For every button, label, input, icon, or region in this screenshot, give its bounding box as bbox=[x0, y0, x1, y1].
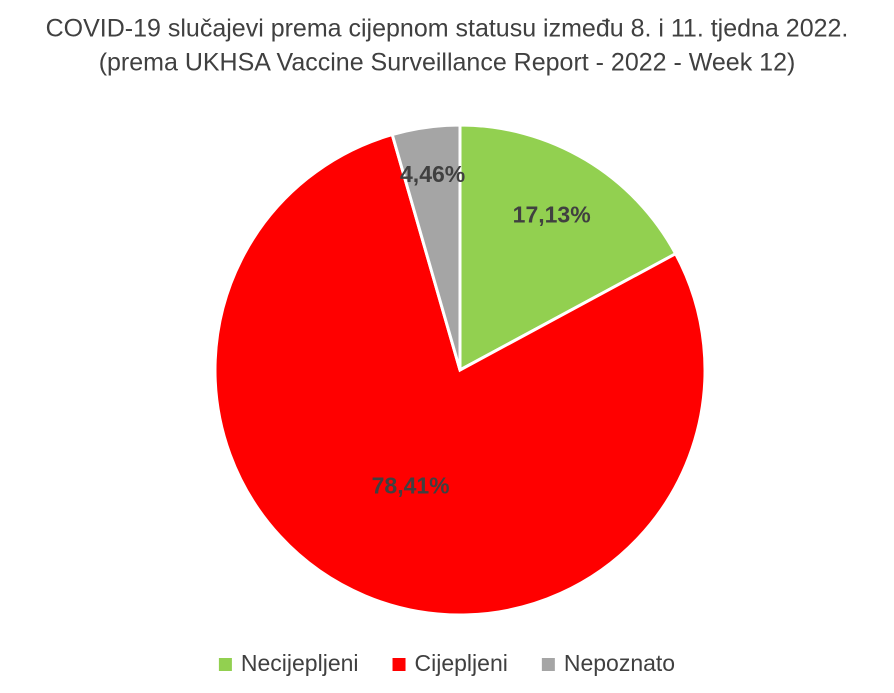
legend-swatch bbox=[392, 658, 406, 671]
data-label: 78,41% bbox=[372, 473, 450, 499]
legend-swatch bbox=[218, 658, 232, 671]
legend-swatch bbox=[541, 658, 555, 671]
chart-subtitle: (prema UKHSA Vaccine Surveillance Report… bbox=[99, 49, 796, 77]
legend-label: Necijepljeni bbox=[241, 650, 359, 676]
data-label: 4,46% bbox=[400, 161, 465, 187]
legend-label: Cijepljeni bbox=[415, 650, 508, 676]
data-label: 17,13% bbox=[513, 202, 591, 228]
pie-slice bbox=[390, 123, 462, 371]
pie: 17,13% 78,41% 4,46% bbox=[213, 123, 707, 617]
legend: Necijepljeni Cijepljeni Nepoznato bbox=[218, 650, 675, 676]
pie-slice bbox=[458, 123, 678, 373]
chart-title: COVID-19 slučajevi prema cijepnom status… bbox=[46, 15, 849, 43]
legend-label: Nepoznato bbox=[564, 650, 675, 676]
pie-slice bbox=[213, 132, 707, 617]
